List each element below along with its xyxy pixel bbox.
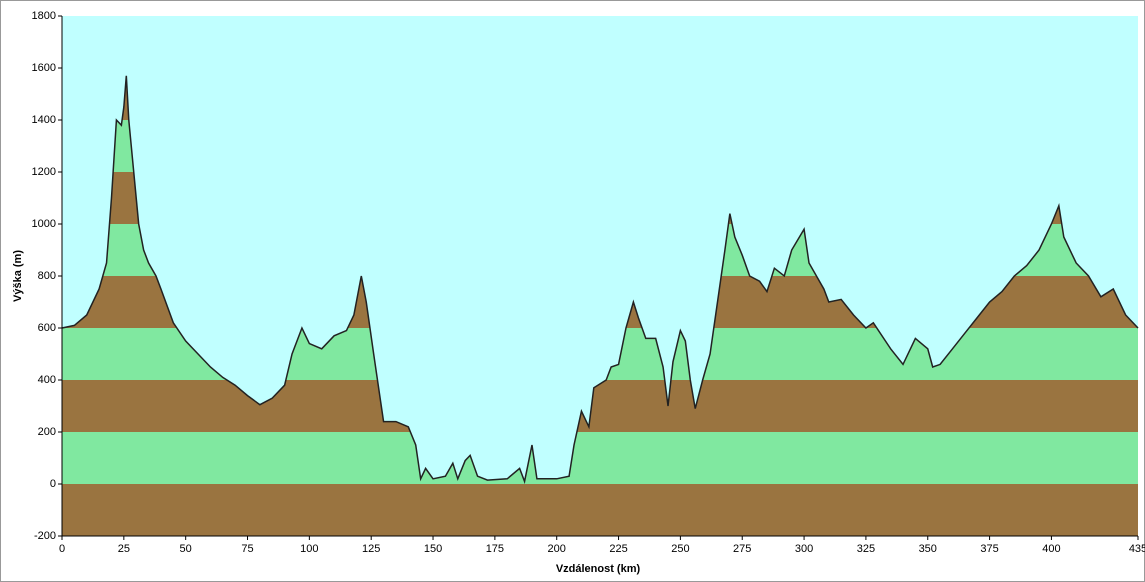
elevation-band bbox=[62, 432, 1138, 484]
y-tick-label: 800 bbox=[38, 270, 56, 282]
x-tick-label: 275 bbox=[733, 543, 751, 555]
y-tick-label: 1000 bbox=[32, 218, 56, 230]
x-tick-label: 300 bbox=[795, 543, 813, 555]
elevation-band bbox=[62, 380, 1138, 432]
y-tick-label: 200 bbox=[38, 426, 56, 438]
y-axis-label: Výška (m) bbox=[12, 250, 24, 302]
x-tick-label: 0 bbox=[59, 543, 65, 555]
x-tick-label: 400 bbox=[1042, 543, 1060, 555]
x-axis-label: Vzdálenost (km) bbox=[556, 563, 641, 575]
profile-line bbox=[61, 75, 1139, 485]
x-tick-label: 150 bbox=[424, 543, 442, 555]
x-tick-label: 435 bbox=[1129, 543, 1145, 555]
y-tick-label: 400 bbox=[38, 374, 56, 386]
y-tick-label: 1600 bbox=[32, 62, 56, 74]
y-tick-label: 600 bbox=[38, 322, 56, 334]
y-tick-label: -200 bbox=[34, 530, 56, 542]
x-tick-label: 50 bbox=[180, 543, 192, 555]
x-tick-label: 350 bbox=[919, 543, 937, 555]
x-tick-label: 225 bbox=[609, 543, 627, 555]
x-tick-label: 25 bbox=[118, 543, 130, 555]
x-tick-label: 200 bbox=[548, 543, 566, 555]
y-tick-label: 1200 bbox=[32, 166, 56, 178]
y-tick-label: 0 bbox=[50, 478, 56, 490]
x-tick-label: 125 bbox=[362, 543, 380, 555]
x-tick-label: 250 bbox=[671, 543, 689, 555]
elevation-band bbox=[62, 484, 1138, 536]
x-tick-label: 75 bbox=[241, 543, 253, 555]
x-tick-label: 100 bbox=[300, 543, 318, 555]
y-tick-label: 1800 bbox=[32, 10, 56, 22]
x-tick-label: 325 bbox=[857, 543, 875, 555]
x-tick-label: 375 bbox=[980, 543, 998, 555]
x-tick-label: 175 bbox=[486, 543, 504, 555]
y-tick-label: 1400 bbox=[32, 114, 56, 126]
